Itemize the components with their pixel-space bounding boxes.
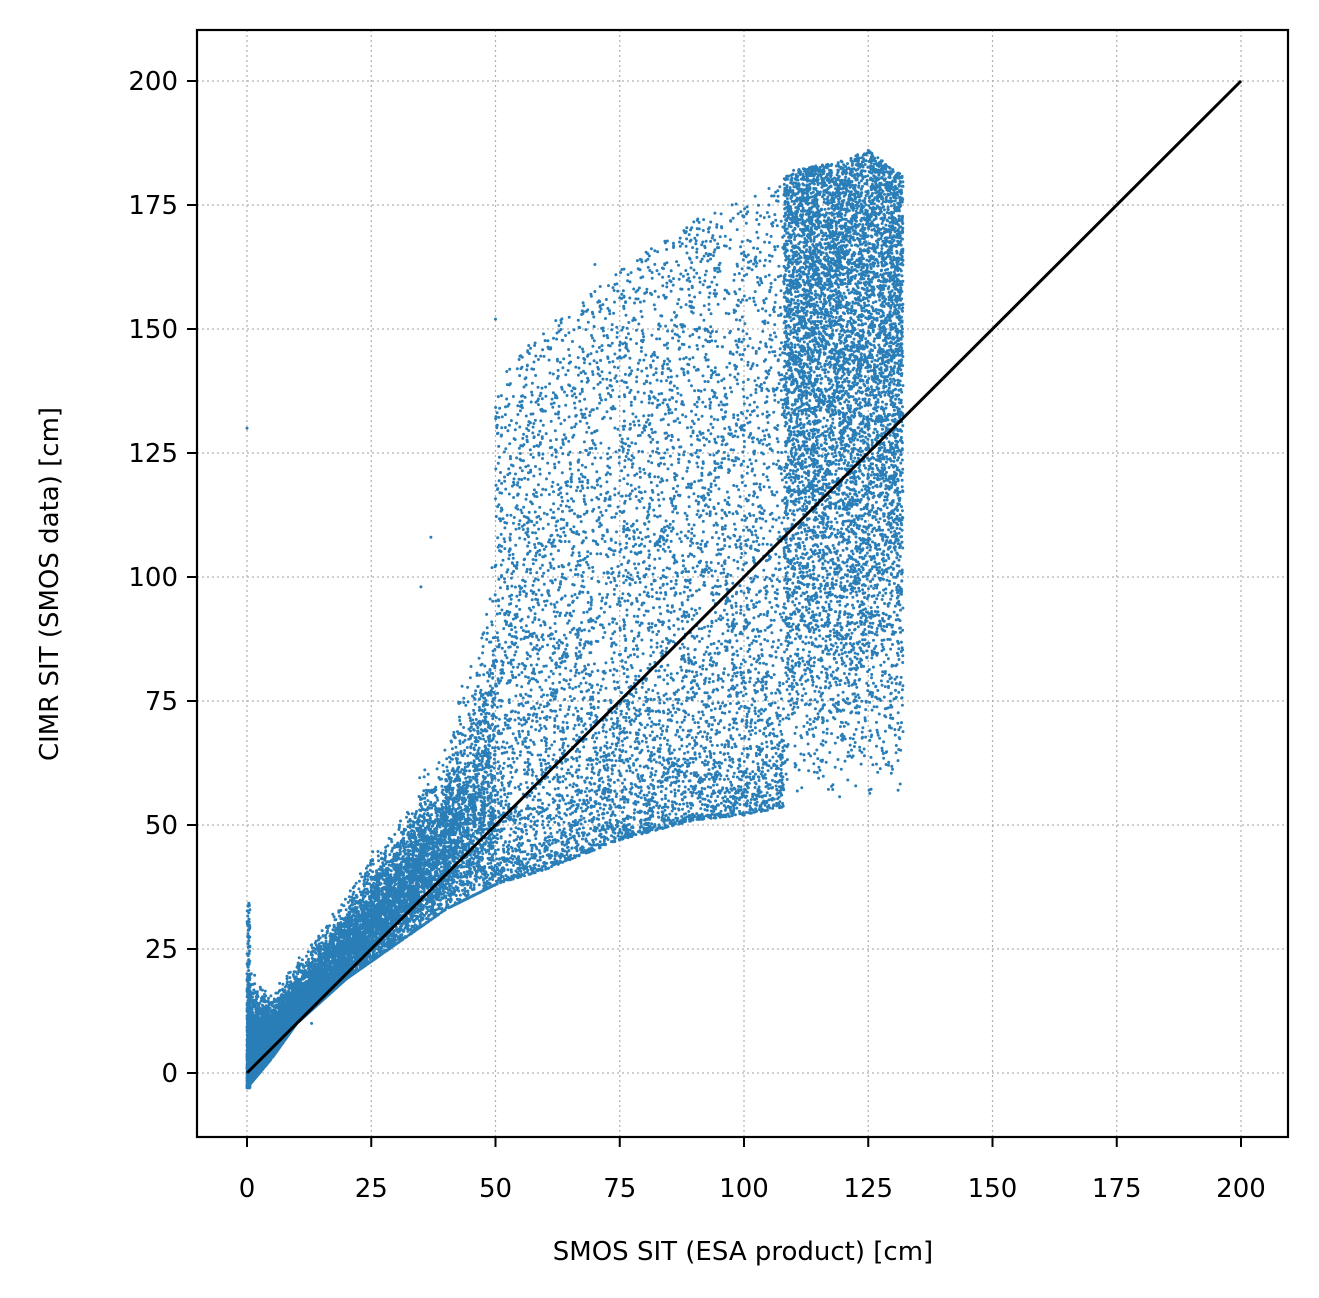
x-tick-label: 125 — [843, 1174, 893, 1204]
y-axis-ticks: 0 25 50 75 100 125 150 175 200 — [128, 67, 197, 1089]
x-tick-label: 75 — [603, 1174, 636, 1204]
scatter-points — [245, 148, 905, 1090]
x-axis-ticks: 0 25 50 75 100 125 150 175 200 — [239, 1137, 1266, 1204]
plot-frame — [195, 28, 1290, 1139]
y-tick-label: 125 — [128, 439, 178, 469]
x-tick-label: 175 — [1092, 1174, 1142, 1204]
y-tick-label: 75 — [145, 687, 178, 717]
y-tick-label: 25 — [145, 935, 178, 965]
x-tick-label: 0 — [239, 1174, 256, 1204]
y-tick-label: 0 — [161, 1059, 178, 1089]
y-tick-label: 100 — [128, 563, 178, 593]
scatter-markers — [245, 148, 905, 1090]
y-tick-label: 200 — [128, 67, 178, 97]
x-axis-label: SMOS SIT (ESA product) [cm] — [553, 1237, 933, 1267]
x-tick-label: 100 — [719, 1174, 769, 1204]
x-tick-label: 50 — [479, 1174, 512, 1204]
x-tick-label: 25 — [355, 1174, 388, 1204]
x-tick-label: 150 — [968, 1174, 1018, 1204]
y-axis-label: CIMR SIT (SMOS data) [cm] — [35, 407, 65, 761]
y-tick-label: 150 — [128, 315, 178, 345]
y-tick-label: 175 — [128, 191, 178, 221]
x-tick-label: 200 — [1216, 1174, 1266, 1204]
y-tick-label: 50 — [145, 811, 178, 841]
one-to-one-line — [245, 79, 1243, 1075]
